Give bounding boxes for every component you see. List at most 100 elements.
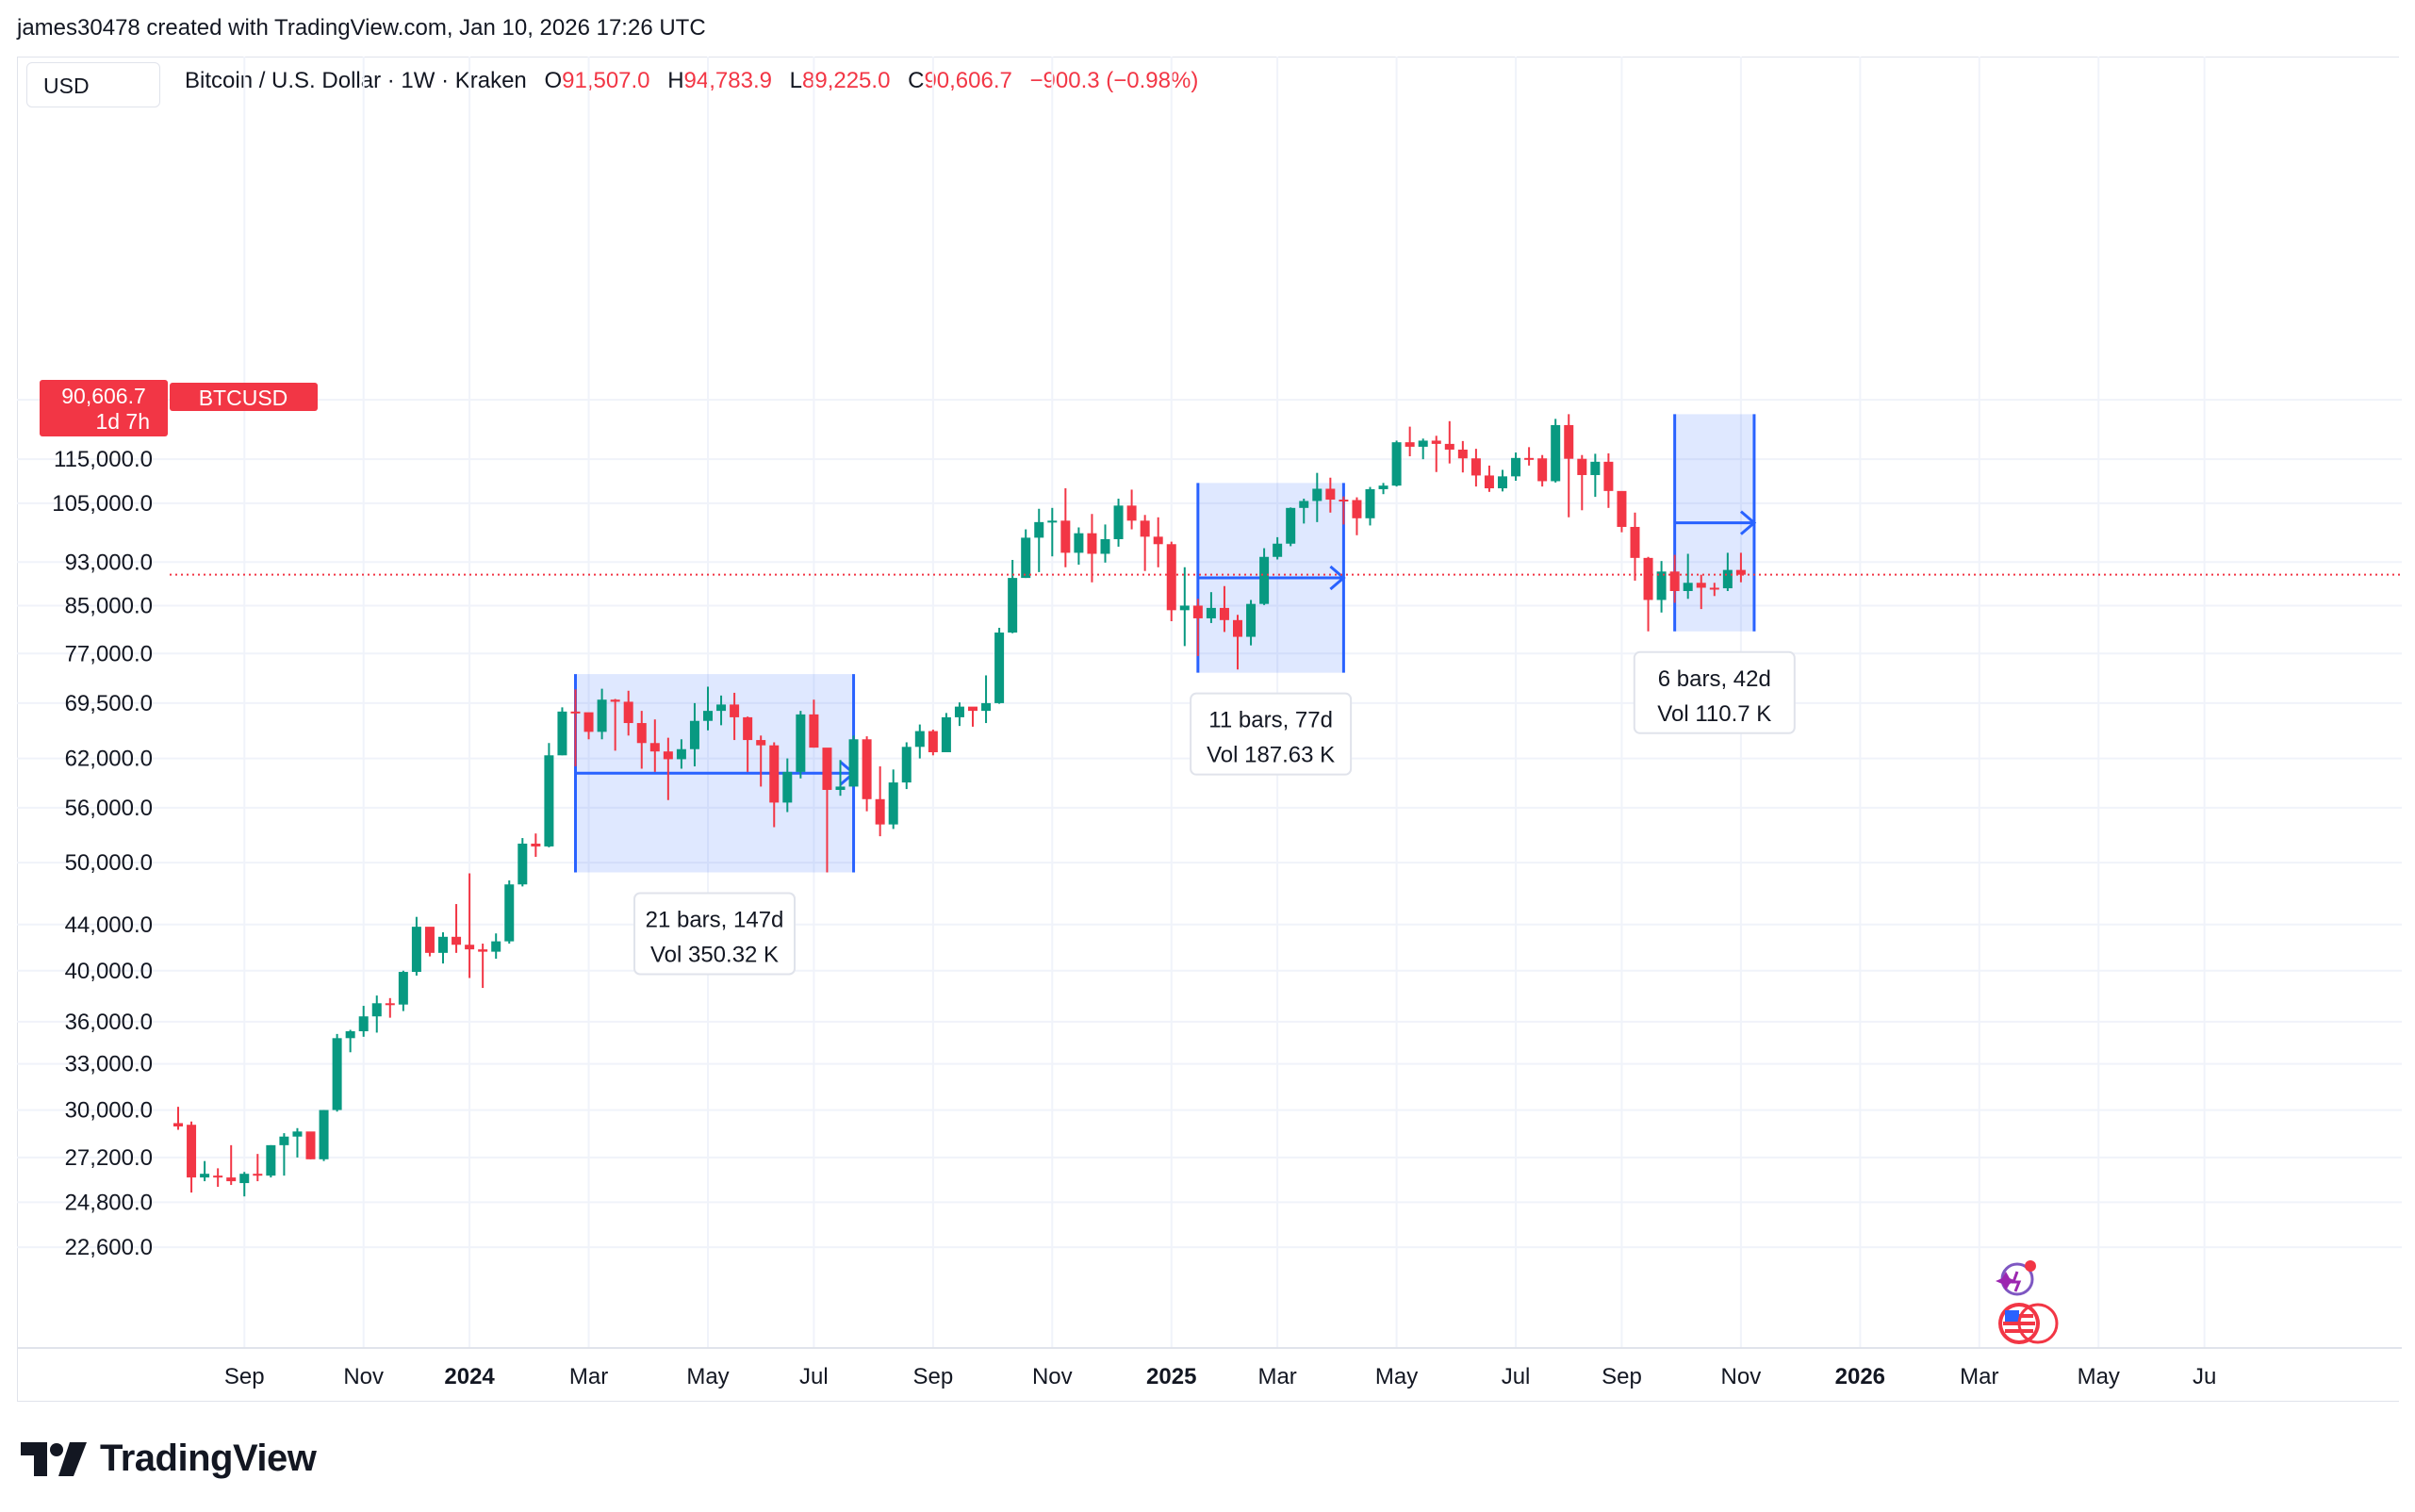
candle [557, 707, 567, 756]
candle [1696, 574, 1706, 610]
grid [17, 57, 2402, 1349]
price-axis-label: 85,000.0 [65, 593, 153, 618]
candle [518, 838, 528, 887]
candle-body [1286, 507, 1296, 544]
candle-body [200, 1174, 210, 1178]
price-axis-label: 50,000.0 [65, 850, 153, 876]
candle-body [796, 714, 806, 772]
price-axis-label: 44,000.0 [65, 912, 153, 938]
candle-body [1378, 485, 1388, 489]
candle-body [1021, 537, 1031, 579]
price-axis-label: 62,000.0 [65, 747, 153, 772]
price-axis-label: 36,000.0 [65, 1010, 153, 1035]
candle-body [649, 743, 660, 752]
price-axis-label: 93,000.0 [65, 550, 153, 575]
candle [345, 1029, 355, 1053]
candle [1603, 452, 1614, 508]
candle [504, 879, 515, 945]
range-stat-volume: Vol 350.32 K [650, 942, 779, 967]
candle-body [1484, 475, 1494, 489]
candle [1735, 552, 1746, 583]
candle [531, 833, 541, 857]
candle-body [1312, 488, 1322, 501]
candle-body [981, 702, 992, 712]
candle-body [1470, 458, 1481, 476]
candle [1630, 512, 1640, 581]
time-axis-label: Nov [1721, 1364, 1762, 1389]
candle [1470, 449, 1481, 487]
candle [1669, 554, 1680, 603]
price-tag: 90,606.7 1d 7h BTCUSD [40, 380, 318, 436]
candle [914, 724, 925, 759]
candle-body [1564, 424, 1574, 459]
range-arrow-head [1739, 510, 1757, 535]
candle-body [279, 1136, 289, 1145]
candle [332, 1033, 342, 1112]
candle [1021, 529, 1031, 579]
price-axis-label: 22,600.0 [65, 1235, 153, 1260]
candle-body [1391, 442, 1402, 486]
candle [610, 698, 620, 751]
candle [279, 1133, 289, 1176]
range-stat-labels: 21 bars, 147d Vol 350.32 K 11 bars, 77d Vol… [633, 650, 1796, 976]
price-tag-box [40, 380, 168, 436]
tradingview-logo-text: TradingView [100, 1438, 317, 1479]
us-economic-event-icon[interactable] [1998, 1303, 2059, 1344]
candle [371, 995, 382, 1033]
candle [901, 742, 912, 790]
ai-assistant-icon[interactable] [1996, 1260, 2036, 1296]
candle-body [345, 1030, 355, 1039]
candle-body [1325, 488, 1336, 501]
candle [676, 739, 686, 769]
candle [1590, 453, 1601, 498]
range-measure [574, 674, 856, 873]
price-axis-label: 27,200.0 [65, 1145, 153, 1171]
candle-body [994, 633, 1005, 703]
time-axis-label: 2025 [1146, 1364, 1196, 1389]
candle-body [1179, 605, 1190, 611]
candle [703, 686, 713, 731]
candle [1273, 536, 1283, 560]
candle-body [570, 711, 581, 714]
candle [1378, 483, 1388, 495]
time-axis[interactable]: Sep Nov 2024 Mar May Jul Sep Nov 2025 Mar May Jul Se… [224, 1364, 2216, 1389]
candle-body [319, 1109, 329, 1159]
candle-body [1669, 571, 1680, 591]
range-stat-volume: Vol 187.63 K [1207, 743, 1335, 768]
candle-body [1683, 583, 1693, 591]
candle [411, 916, 421, 976]
change-value: −900.3 (−0.98%) [1029, 68, 1199, 93]
candle [452, 904, 462, 953]
range-stat-box [1633, 650, 1796, 734]
price-axis[interactable]: 130,000.0115,000.0105,000.093,000.085,00… [52, 387, 153, 1260]
candle [954, 702, 964, 727]
range-stat-volume: Vol 110.7 K [1657, 701, 1771, 727]
currency-selector[interactable]: USD [26, 62, 160, 107]
range-stat-bars: 6 bars, 42d [1658, 666, 1771, 692]
candle [1312, 472, 1322, 522]
range-stat-bars: 21 bars, 147d [646, 907, 784, 932]
candle [465, 873, 475, 978]
candle [1524, 447, 1535, 466]
candle [928, 730, 938, 756]
candle [1551, 419, 1561, 483]
open-value: 91,507.0 [562, 68, 650, 93]
symbol-tag-text: BTCUSD [199, 386, 288, 410]
candle [544, 743, 554, 847]
time-axis-label: Mar [1960, 1364, 1998, 1389]
candle-body [676, 748, 686, 760]
candle [1219, 585, 1229, 633]
tradingview-logo[interactable]: TradingView [21, 1438, 317, 1480]
candle-body [1590, 461, 1601, 475]
candle [730, 692, 740, 741]
candle [597, 688, 607, 740]
candle [835, 760, 846, 797]
candle [888, 769, 898, 830]
candle-body [636, 723, 647, 744]
candle [319, 1109, 329, 1161]
candle [848, 735, 859, 787]
candle-body [1219, 607, 1229, 620]
candle [1087, 514, 1097, 583]
candle [305, 1131, 316, 1159]
